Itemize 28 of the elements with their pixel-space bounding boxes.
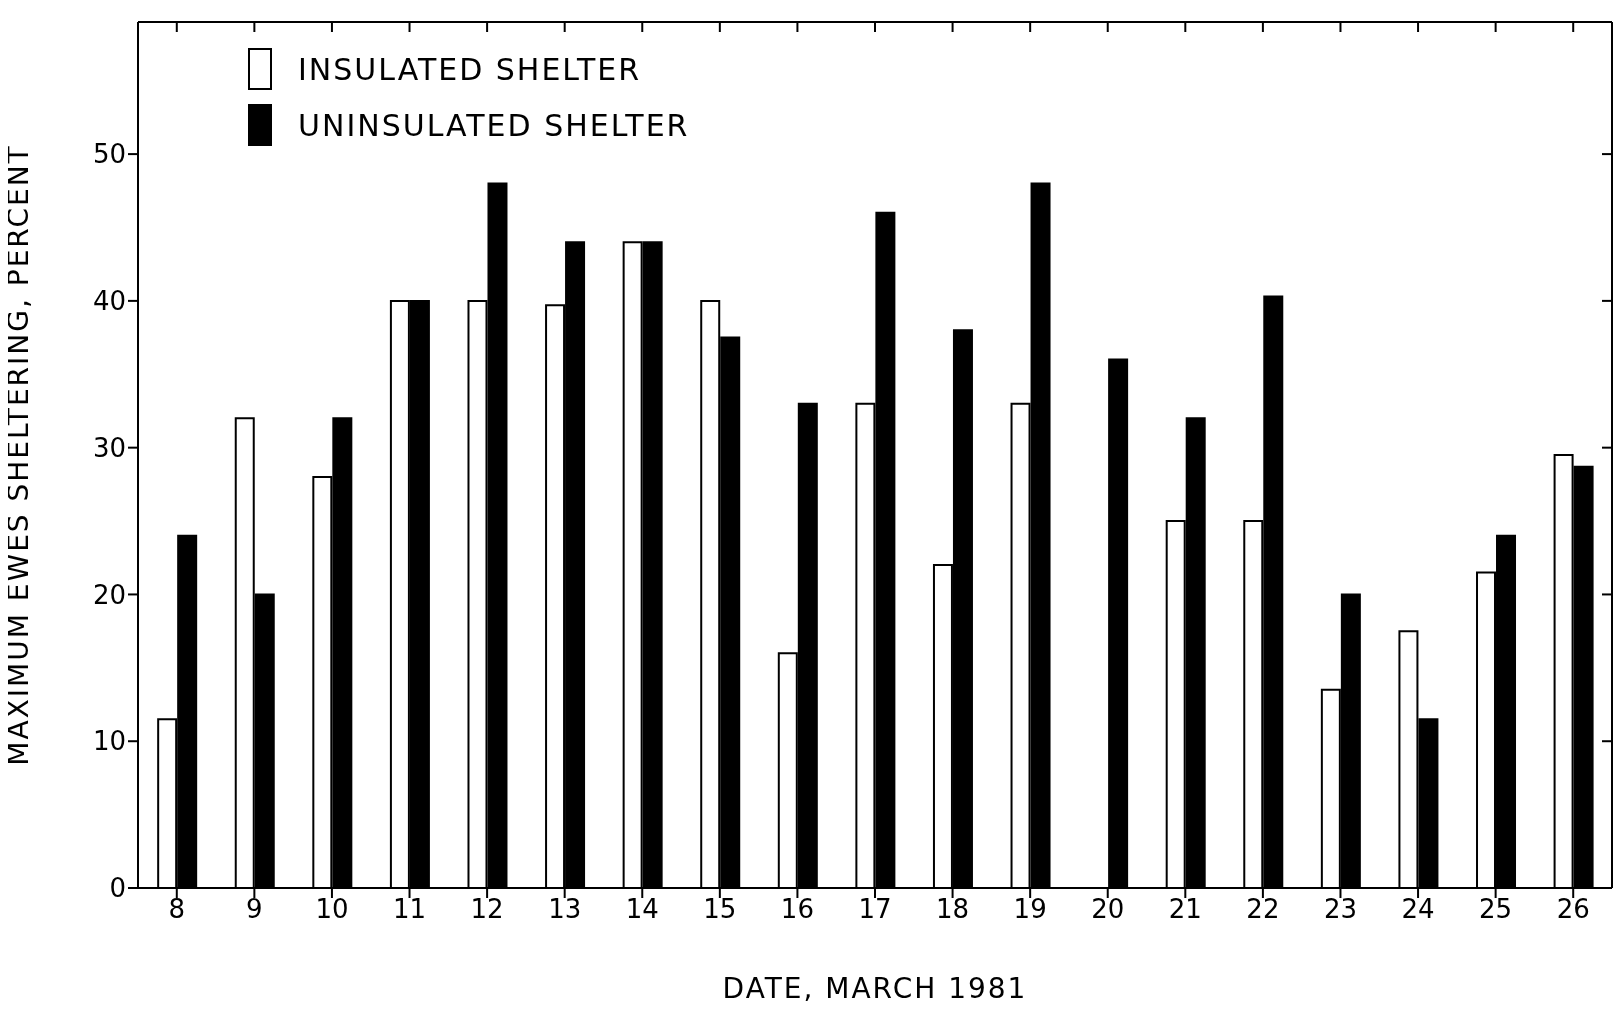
y-tick-label: 10	[92, 726, 126, 757]
y-tick-label: 20	[92, 579, 126, 610]
x-tick-label: 19	[1013, 894, 1047, 925]
legend-label: UNINSULATED SHELTER	[298, 107, 690, 143]
y-tick-label: 50	[92, 139, 126, 170]
x-tick-label: 26	[1556, 894, 1590, 925]
x-tick-label: 12	[470, 894, 504, 925]
x-tick-label: 24	[1401, 894, 1435, 925]
x-tick-label: 15	[703, 894, 737, 925]
y-tick-label: 0	[109, 873, 126, 904]
x-tick-label: 9	[246, 894, 263, 925]
x-tick-label: 10	[315, 894, 349, 925]
x-tick-label: 13	[548, 894, 582, 925]
legend-label: INSULATED SHELTER	[298, 51, 642, 87]
x-tick-label: 14	[625, 894, 659, 925]
x-tick-label: 17	[858, 894, 892, 925]
x-tick-label: 16	[780, 894, 814, 925]
x-tick-label: 22	[1246, 894, 1280, 925]
x-tick-label: 18	[936, 894, 970, 925]
x-tick-label: 11	[392, 894, 427, 925]
x-axis-title: DATE, MARCH 1981	[722, 972, 1028, 1005]
x-tick-label: 25	[1479, 894, 1513, 925]
x-tick-label: 8	[168, 894, 186, 925]
y-tick-label: 30	[92, 432, 126, 463]
y-tick-label: 40	[92, 286, 126, 317]
x-tick-label: 20	[1091, 894, 1125, 925]
x-tick-label: 23	[1323, 894, 1358, 925]
x-tick-label: 21	[1168, 894, 1202, 925]
